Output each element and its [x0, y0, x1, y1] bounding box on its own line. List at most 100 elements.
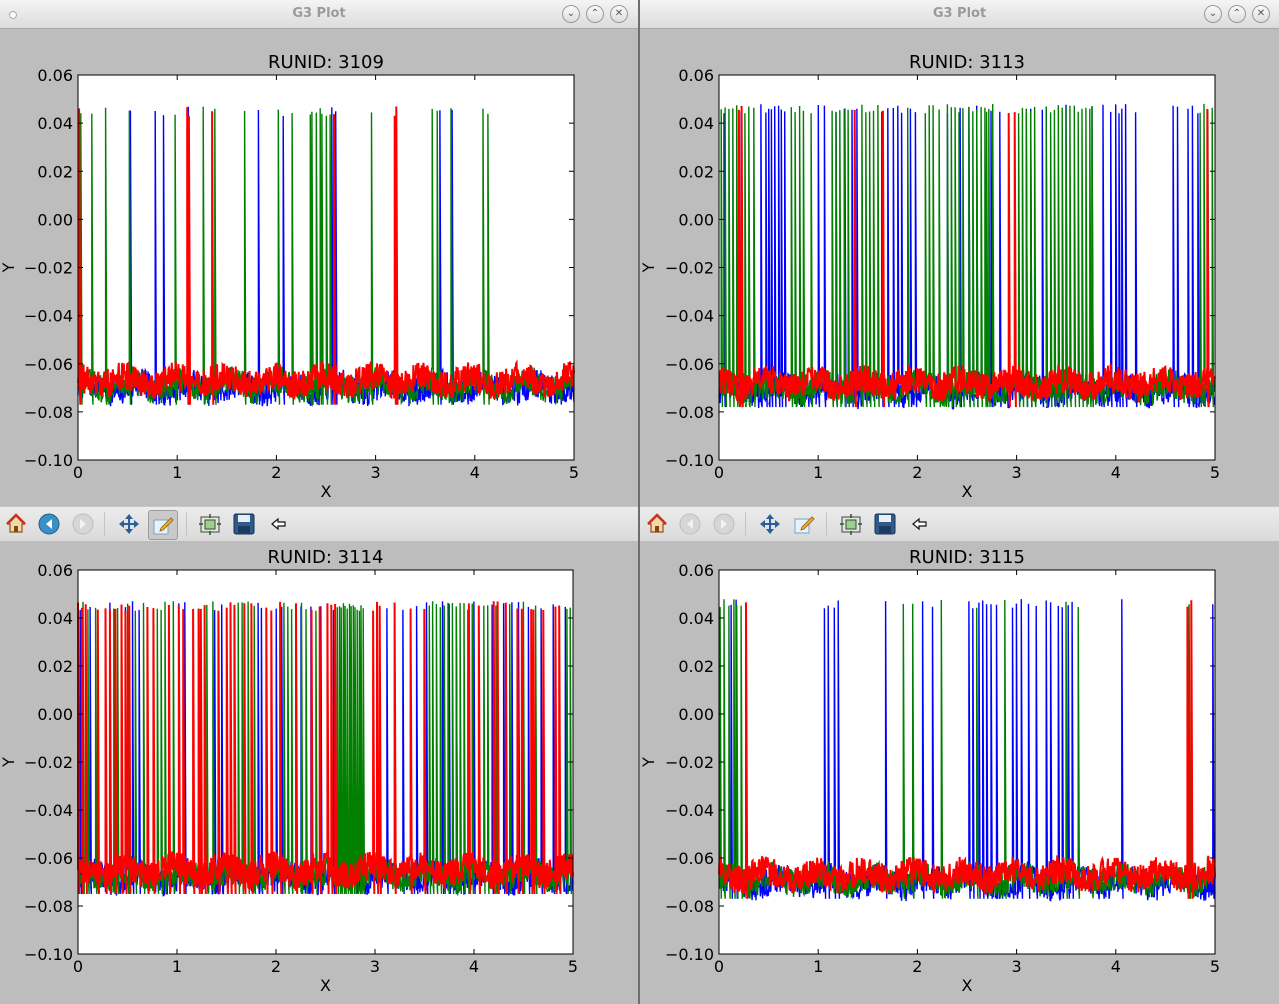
window-title: G3 Plot [292, 6, 346, 21]
pan-move-icon[interactable] [116, 511, 142, 537]
chart-title: RUNID: 3115 [909, 547, 1025, 568]
y-tick-label: 0.04 [37, 609, 73, 628]
home-icon[interactable] [644, 511, 670, 537]
series-line-red [718, 600, 1216, 899]
forward-arrow-icon[interactable] [711, 511, 737, 537]
y-tick-label: −0.04 [24, 801, 73, 820]
plot-canvas[interactable]: 0.06 0.04 0.02 0.00 −0.02 −0.04 −0.06 −0.08 −0.1… [640, 542, 1279, 1004]
plot-window-3115: 0.06 0.04 0.02 0.00 −0.02 −0.04 −0.06 −0.08 −0.1… [640, 542, 1279, 1004]
y-tick-label: 0.02 [678, 162, 714, 181]
y-axis-label: Y [640, 262, 658, 273]
plot-canvas[interactable]: 0.06 0.04 0.02 0.00 −0.02 −0.04 −0.06 −0.08 −0.1… [0, 29, 638, 506]
y-tick-label: −0.08 [24, 897, 73, 916]
y-tick-label: 0.00 [678, 210, 714, 229]
plot-canvas[interactable]: 0.06 0.04 0.02 0.00 −0.02 −0.04 −0.06 −0.08 −0.1… [640, 29, 1279, 506]
y-tick-label: −0.04 [665, 307, 714, 326]
x-tick-label: 1 [172, 463, 182, 482]
toolbar-separator [186, 512, 187, 536]
save-disk-icon[interactable] [231, 511, 257, 537]
y-tick-label: 0.06 [37, 561, 73, 580]
y-tick-label: 0.00 [37, 210, 73, 229]
toolbar-separator [104, 512, 105, 536]
y-tick-label: 0.02 [37, 657, 73, 676]
window-titlebar[interactable]: G3 Plot ⌄ ⌃ ✕ [0, 0, 638, 29]
y-tick-label: −0.10 [24, 945, 73, 964]
y-tick-label: 0.04 [37, 114, 73, 133]
x-tick-label: 3 [1012, 957, 1022, 976]
x-tick-label: 4 [469, 957, 479, 976]
x-tick-label: 5 [569, 463, 579, 482]
plot-window-3109: G3 Plot ⌄ ⌃ ✕ 0.06 0.04 0.02 0.00 −0.02 −0.04… [0, 0, 638, 541]
y-tick-label: −0.10 [24, 451, 73, 470]
x-tick-label: 2 [271, 957, 281, 976]
edit-axes-icon[interactable] [148, 510, 178, 540]
x-tick-label: 0 [714, 957, 724, 976]
y-axis-label: Y [0, 262, 18, 273]
edit-axes-icon[interactable] [791, 511, 817, 537]
back-arrow-icon[interactable] [677, 511, 703, 537]
pan-move-icon[interactable] [757, 511, 783, 537]
x-tick-label: 0 [714, 463, 724, 482]
toolbar-separator [745, 512, 746, 536]
x-tick-label: 4 [470, 463, 480, 482]
y-tick-label: −0.08 [665, 897, 714, 916]
y-tick-label: −0.06 [665, 355, 714, 374]
series-line-red [77, 601, 574, 895]
x-tick-label: 2 [271, 463, 281, 482]
y-tick-label: 0.02 [678, 657, 714, 676]
maximize-icon[interactable]: ⌃ [1228, 5, 1246, 23]
y-tick-label: 0.04 [678, 609, 714, 628]
y-tick-label: −0.08 [24, 403, 73, 422]
back-arrow-icon[interactable] [36, 511, 62, 537]
y-tick-label: 0.02 [37, 162, 73, 181]
y-tick-label: −0.04 [665, 801, 714, 820]
y-tick-label: −0.08 [665, 403, 714, 422]
navigation-toolbar [640, 506, 1279, 541]
chart-title: RUNID: 3114 [268, 547, 384, 568]
x-axis-label: X [962, 482, 973, 501]
y-tick-label: −0.06 [24, 355, 73, 374]
y-tick-label: −0.06 [24, 849, 73, 868]
x-tick-label: 3 [371, 463, 381, 482]
x-tick-label: 4 [1111, 957, 1121, 976]
x-tick-label: 5 [568, 957, 578, 976]
window-titlebar[interactable]: G3 Plot ⌄ ⌃ ✕ [640, 0, 1279, 29]
configure-subplots-icon[interactable] [838, 511, 864, 537]
forward-arrow-icon[interactable] [70, 511, 96, 537]
close-icon[interactable]: ✕ [610, 5, 628, 23]
close-icon[interactable]: ✕ [1252, 5, 1270, 23]
home-icon[interactable] [3, 511, 29, 537]
series-group [77, 601, 574, 897]
window-menu-icon[interactable] [9, 11, 17, 19]
minimize-icon[interactable]: ⌄ [1204, 5, 1222, 23]
y-tick-label: −0.02 [24, 753, 73, 772]
minimize-icon[interactable]: ⌄ [562, 5, 580, 23]
y-tick-label: −0.10 [665, 945, 714, 964]
x-tick-label: 3 [1012, 463, 1022, 482]
series-group [718, 103, 1216, 410]
x-axis-label: X [320, 976, 331, 995]
y-tick-label: 0.06 [678, 66, 714, 85]
back-small-arrow-icon[interactable] [266, 511, 292, 537]
plot-canvas[interactable]: 0.06 0.04 0.02 0.00 −0.02 −0.04 −0.06 −0.08 −0.1… [0, 542, 638, 1004]
chart-title: RUNID: 3113 [909, 52, 1025, 73]
x-tick-label: 4 [1111, 463, 1121, 482]
series-group [77, 106, 575, 407]
x-tick-label: 2 [912, 463, 922, 482]
x-tick-label: 0 [73, 957, 83, 976]
x-tick-label: 1 [813, 463, 823, 482]
back-small-arrow-icon[interactable] [907, 511, 933, 537]
y-tick-label: 0.06 [678, 561, 714, 580]
configure-subplots-icon[interactable] [197, 511, 223, 537]
series-group [718, 599, 1216, 902]
y-tick-label: −0.02 [665, 753, 714, 772]
y-axis-label: Y [640, 757, 658, 768]
series-line-red [77, 106, 575, 405]
x-tick-label: 3 [370, 957, 380, 976]
plot-window-3114: 0.06 0.04 0.02 0.00 −0.02 −0.04 −0.06 −0.08 −0.1… [0, 542, 638, 1004]
y-tick-label: 0.06 [37, 66, 73, 85]
save-disk-icon[interactable] [872, 511, 898, 537]
x-tick-label: 2 [912, 957, 922, 976]
x-tick-label: 5 [1210, 463, 1220, 482]
maximize-icon[interactable]: ⌃ [586, 5, 604, 23]
